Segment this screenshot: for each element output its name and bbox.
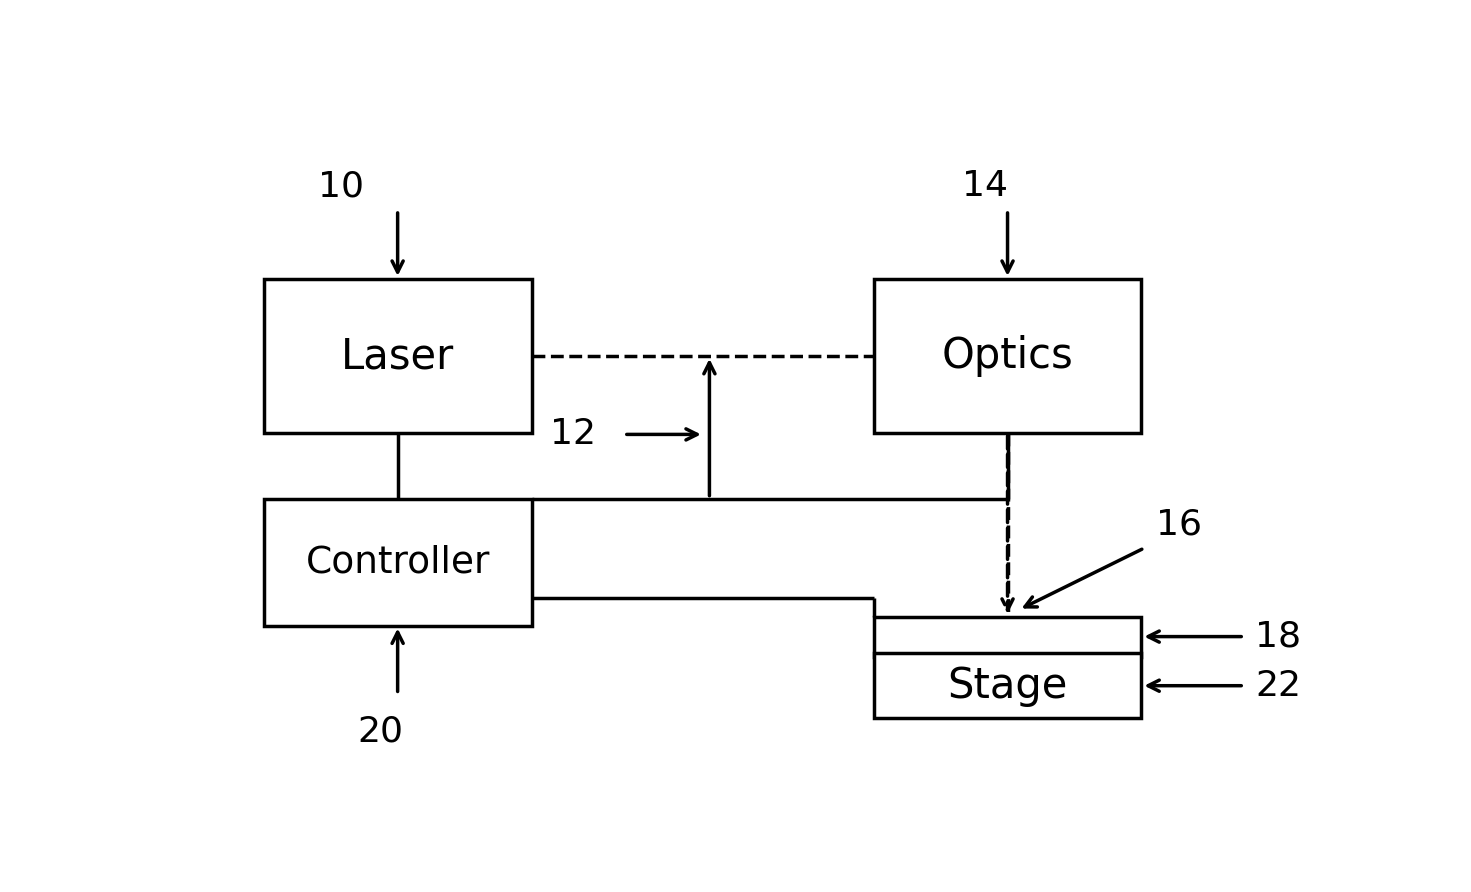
Bar: [874, 653, 1141, 718]
Bar: [263, 278, 531, 434]
Text: 14: 14: [962, 169, 1008, 203]
Text: 22: 22: [1255, 669, 1302, 703]
Text: 18: 18: [1255, 620, 1302, 654]
Text: 12: 12: [550, 417, 596, 451]
Bar: [874, 616, 1141, 657]
Text: 20: 20: [357, 714, 403, 749]
Bar: [874, 278, 1141, 434]
Text: 10: 10: [318, 169, 363, 203]
Bar: [263, 499, 531, 625]
Text: Optics: Optics: [941, 335, 1074, 377]
Text: 16: 16: [1156, 508, 1202, 541]
Text: Laser: Laser: [341, 335, 455, 377]
Text: Stage: Stage: [947, 665, 1068, 706]
Text: Controller: Controller: [306, 544, 490, 580]
